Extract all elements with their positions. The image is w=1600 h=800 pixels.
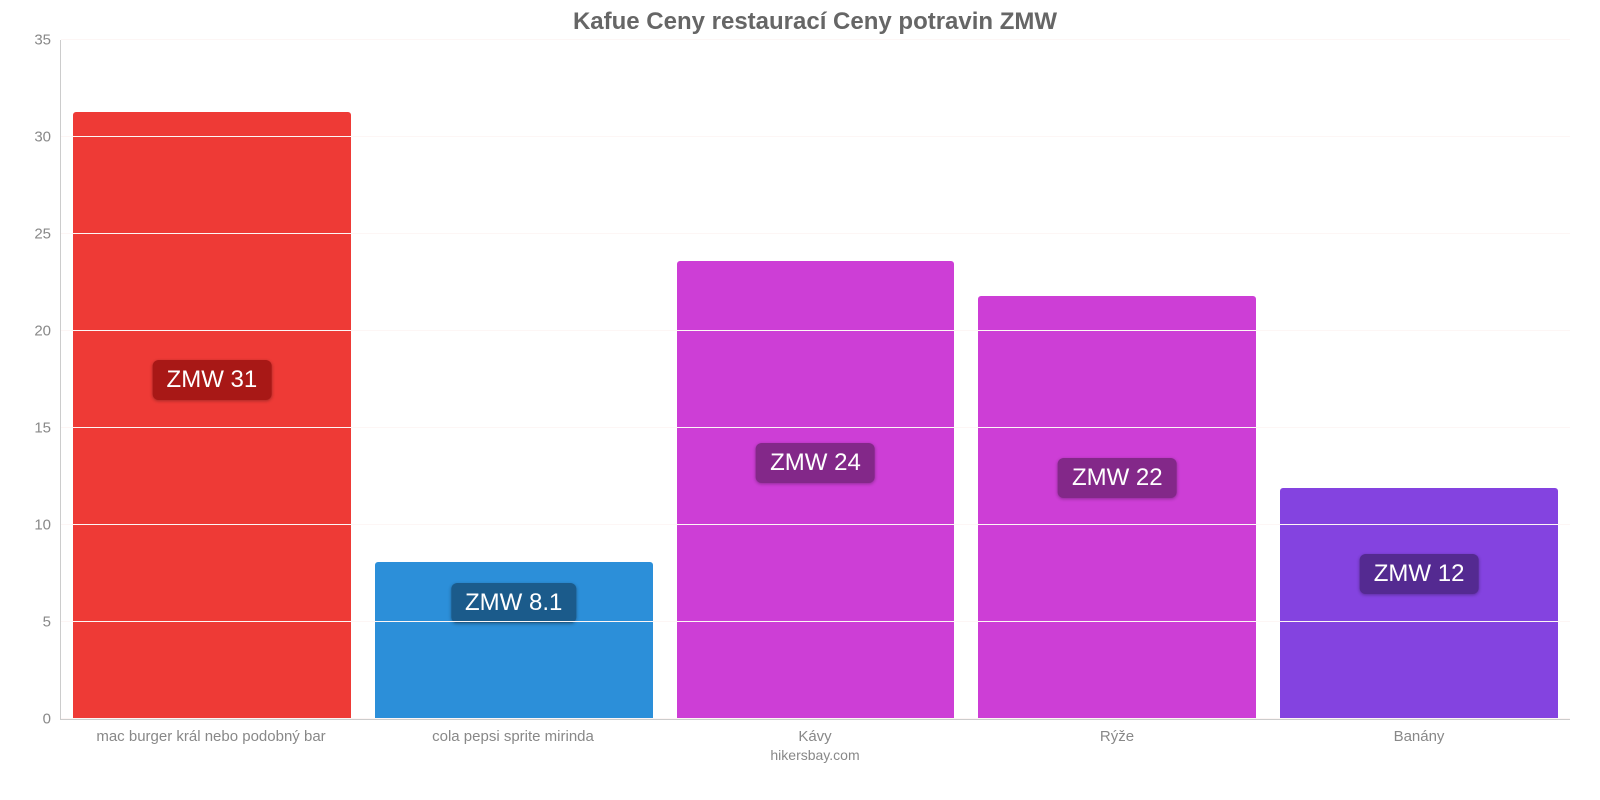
ytick-label: 15 bbox=[34, 420, 61, 437]
chart-container: Kafue Ceny restaurací Ceny potravin ZMW … bbox=[0, 0, 1600, 800]
value-badge: ZMW 31 bbox=[153, 360, 272, 400]
xlabel: Rýže bbox=[966, 728, 1268, 745]
value-badge: ZMW 8.1 bbox=[451, 583, 576, 623]
ytick-label: 10 bbox=[34, 517, 61, 534]
bar-slot: ZMW 31 bbox=[61, 40, 363, 719]
bar: ZMW 31 bbox=[73, 112, 351, 719]
xlabel: Banány bbox=[1268, 728, 1570, 745]
attribution-text: hikersbay.com bbox=[60, 745, 1570, 763]
gridline bbox=[61, 718, 1570, 719]
ytick-label: 0 bbox=[43, 711, 61, 728]
bar-slot: ZMW 12 bbox=[1268, 40, 1570, 719]
gridline bbox=[61, 427, 1570, 428]
ytick-label: 25 bbox=[34, 226, 61, 243]
bar: ZMW 8.1 bbox=[375, 562, 653, 719]
value-badge: ZMW 12 bbox=[1360, 554, 1479, 594]
gridline bbox=[61, 621, 1570, 622]
bar-slot: ZMW 8.1 bbox=[363, 40, 665, 719]
gridline bbox=[61, 136, 1570, 137]
plot-area: ZMW 31ZMW 8.1ZMW 24ZMW 22ZMW 12 05101520… bbox=[60, 40, 1570, 720]
ytick-label: 5 bbox=[43, 614, 61, 631]
bar: ZMW 22 bbox=[978, 296, 1256, 719]
value-badge: ZMW 22 bbox=[1058, 458, 1177, 498]
value-badge: ZMW 24 bbox=[756, 443, 875, 483]
gridline bbox=[61, 233, 1570, 234]
ytick-label: 35 bbox=[34, 32, 61, 49]
chart-title: Kafue Ceny restaurací Ceny potravin ZMW bbox=[60, 0, 1570, 40]
bar: ZMW 12 bbox=[1280, 488, 1558, 719]
gridline bbox=[61, 330, 1570, 331]
xlabel: Kávy bbox=[664, 728, 966, 745]
ytick-label: 20 bbox=[34, 323, 61, 340]
gridline bbox=[61, 39, 1570, 40]
bar-slot: ZMW 22 bbox=[966, 40, 1268, 719]
x-axis-labels: mac burger král nebo podobný barcola pep… bbox=[60, 720, 1570, 745]
bars-group: ZMW 31 ZMW 8.1 ZMW 24 ZMW 22 ZMW 12 bbox=[61, 40, 1570, 719]
ytick-label: 30 bbox=[34, 129, 61, 146]
bar-slot: ZMW 24 bbox=[665, 40, 967, 719]
gridline bbox=[61, 524, 1570, 525]
xlabel: mac burger král nebo podobný bar bbox=[60, 728, 362, 745]
xlabel: cola pepsi sprite mirinda bbox=[362, 728, 664, 745]
